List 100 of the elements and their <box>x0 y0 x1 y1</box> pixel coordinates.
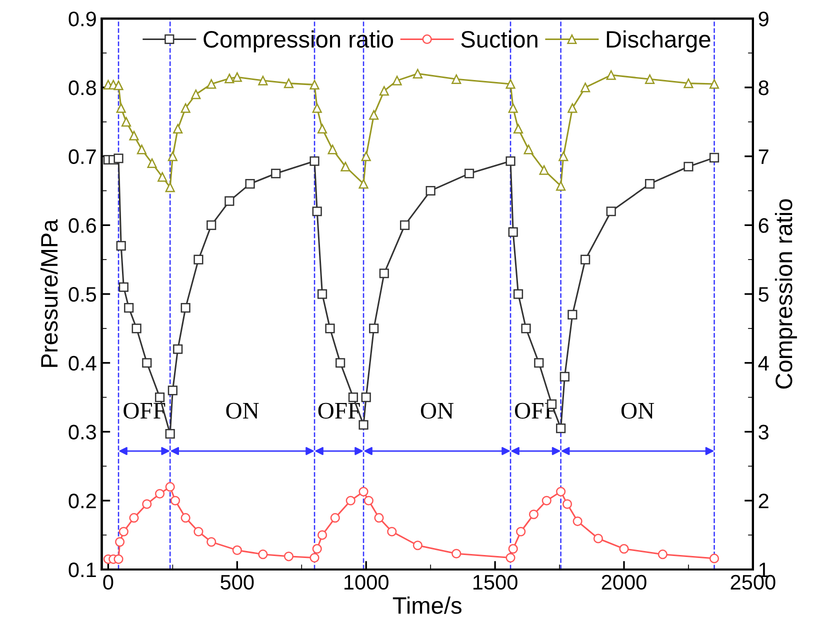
point <box>158 172 168 182</box>
point <box>258 550 268 560</box>
y2-tick-label: 9 <box>758 12 768 26</box>
point <box>328 144 338 154</box>
point <box>194 526 204 536</box>
point <box>560 372 570 382</box>
point <box>132 324 142 334</box>
point <box>317 289 328 299</box>
point <box>580 254 590 264</box>
point <box>684 78 694 88</box>
point <box>542 496 552 506</box>
point <box>358 420 368 430</box>
y-tick-label: 0.9 <box>68 12 96 26</box>
point <box>528 510 539 520</box>
point <box>524 144 534 154</box>
x-tick-label: 1500 <box>473 574 518 590</box>
point <box>452 548 462 558</box>
point <box>142 499 152 509</box>
y-tick-label: 0.2 <box>68 494 96 508</box>
point <box>513 124 524 134</box>
point <box>521 324 531 334</box>
legend-label: Discharge <box>606 30 710 52</box>
point <box>645 179 655 189</box>
point <box>310 156 320 166</box>
point <box>284 552 294 562</box>
point <box>568 103 578 113</box>
point <box>558 152 568 162</box>
point <box>452 74 462 84</box>
x-tick-label: 2000 <box>602 574 646 590</box>
point <box>400 220 410 230</box>
point <box>426 186 436 196</box>
point <box>412 68 422 78</box>
legend-label: Compression ratio <box>204 30 394 52</box>
y2-tick-label: 5 <box>758 287 769 302</box>
point <box>506 156 516 166</box>
point <box>709 554 720 564</box>
point <box>508 103 518 113</box>
x-axis-title: Time/s <box>392 596 462 614</box>
point <box>232 72 242 82</box>
legend-label: Suction <box>461 30 538 48</box>
point <box>165 429 175 439</box>
point <box>387 526 397 536</box>
point <box>165 182 175 192</box>
point <box>709 152 720 162</box>
point <box>361 392 371 402</box>
point <box>245 179 255 189</box>
point <box>508 227 518 237</box>
y2-tick-label: 8 <box>758 80 768 96</box>
point <box>346 496 356 506</box>
point <box>348 392 358 402</box>
point <box>154 392 165 402</box>
point <box>312 206 322 216</box>
y-tick-label: 0.4 <box>68 356 96 371</box>
point <box>124 303 134 313</box>
point <box>556 486 566 496</box>
point <box>232 545 242 555</box>
point <box>593 534 603 544</box>
point <box>606 206 616 216</box>
y2-tick-label: 4 <box>758 356 769 370</box>
point <box>114 154 124 164</box>
y-tick-label: 0.7 <box>68 149 96 164</box>
y2-tick-label: 7 <box>758 150 768 164</box>
point <box>121 117 132 127</box>
point <box>206 537 216 547</box>
point <box>506 552 516 563</box>
point <box>513 289 524 299</box>
point <box>506 79 516 89</box>
point <box>556 424 566 434</box>
point <box>206 220 216 230</box>
point <box>358 179 368 189</box>
x-tick-label: 0 <box>103 574 114 590</box>
point <box>534 358 544 368</box>
point <box>374 513 384 523</box>
y2-tick-label: 3 <box>758 424 768 440</box>
point <box>336 358 346 368</box>
y-tick-label: 0.5 <box>68 287 96 302</box>
point <box>358 486 368 496</box>
point <box>165 482 175 492</box>
point <box>168 152 178 162</box>
point <box>330 513 340 523</box>
point <box>310 552 320 563</box>
y2-tick-label: 6 <box>758 218 768 233</box>
annotation: ON <box>420 402 454 419</box>
point <box>317 124 328 134</box>
y-axis-title: Pressure/MPa <box>40 219 58 367</box>
point <box>658 550 668 560</box>
point <box>129 130 139 140</box>
point <box>645 74 655 84</box>
point <box>539 165 549 175</box>
point <box>709 79 720 89</box>
point <box>115 537 125 547</box>
point <box>340 162 350 172</box>
point <box>312 544 322 554</box>
point <box>508 544 518 554</box>
point <box>684 162 694 172</box>
point <box>114 554 124 564</box>
y-tick-label: 0.6 <box>68 218 96 233</box>
point <box>562 499 572 509</box>
point <box>271 168 281 178</box>
point <box>129 513 139 523</box>
